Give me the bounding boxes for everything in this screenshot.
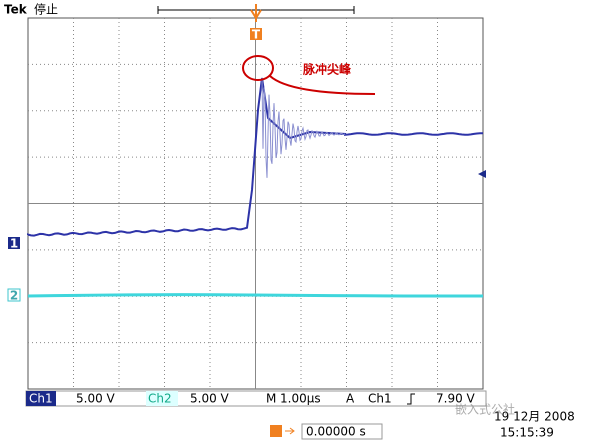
ch2-scale: 5.00 V <box>190 392 230 406</box>
ch2-marker-label: 2 <box>10 289 18 303</box>
trigger-marker-label: T <box>252 28 261 42</box>
annotation: 脉冲尖峰 <box>302 62 352 77</box>
ch2-label: Ch2 <box>148 392 172 406</box>
trigger-level: 7.90 V <box>436 392 476 406</box>
ch1-marker-label: 1 <box>10 237 18 251</box>
trig-pos-box <box>301 423 383 440</box>
spike-circle <box>242 55 274 81</box>
slope-icon <box>407 393 415 405</box>
ch1-scale: 5.00 V <box>76 392 116 406</box>
ch1-label: Ch1 <box>29 392 53 406</box>
trigger-source: Ch1 <box>368 392 392 406</box>
ch1-box <box>26 391 56 406</box>
ch1-ringing <box>261 77 346 178</box>
trig-pos-arrow <box>285 427 295 435</box>
brand: Tek <box>4 3 28 17</box>
ch2-marker <box>7 288 21 302</box>
time-label: M <box>266 392 276 406</box>
ch1-trace <box>27 77 483 237</box>
time-scale: 1.00µs <box>280 392 321 406</box>
ch2-box <box>146 391 178 406</box>
annotation-line <box>269 75 376 95</box>
time: 15:15:39 <box>500 426 554 440</box>
date: 19 12月 2008 <box>494 410 575 424</box>
status: 停止 <box>34 2 58 17</box>
trigger-marker <box>250 28 262 40</box>
trig-pos-icon <box>270 425 282 437</box>
trigger-position: 0.00000 s <box>306 425 366 439</box>
trigger-level-arrow <box>478 170 486 178</box>
watermark: 嵌入式公社 <box>455 402 515 417</box>
trigger-pos <box>250 4 262 22</box>
ch2-trace <box>27 293 484 298</box>
ch1-marker <box>8 237 20 249</box>
trigger-mode: A <box>346 392 355 406</box>
